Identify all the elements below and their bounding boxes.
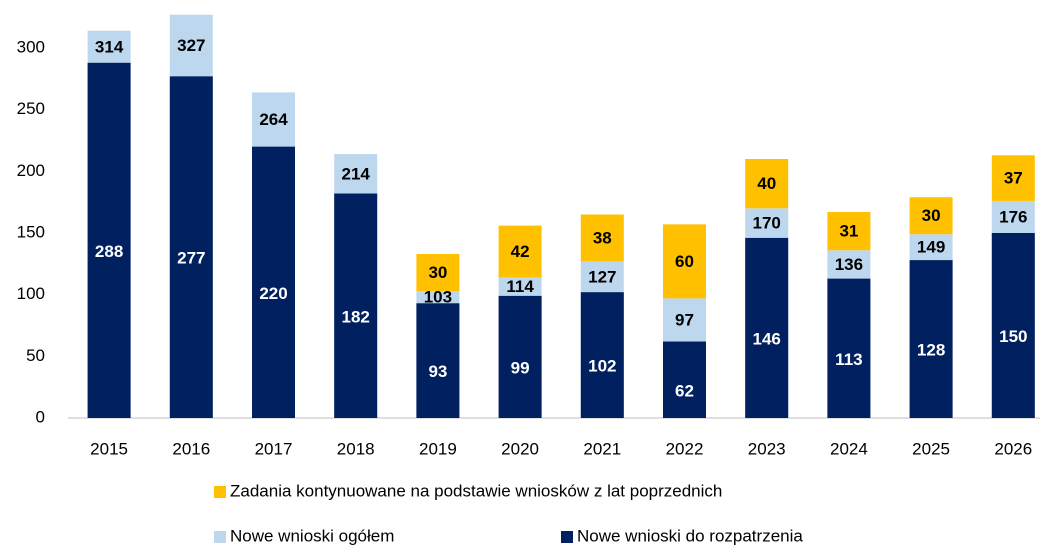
value-label: 30 bbox=[922, 206, 941, 225]
x-tick-label: 2023 bbox=[748, 439, 786, 458]
value-label: 127 bbox=[588, 267, 616, 286]
value-label: 264 bbox=[259, 110, 288, 129]
value-label: 113 bbox=[835, 350, 862, 369]
bar-new bbox=[745, 237, 789, 418]
bar-new bbox=[416, 303, 460, 418]
value-label: 99 bbox=[511, 358, 530, 377]
x-tick-label: 2015 bbox=[90, 439, 128, 458]
value-label: 327 bbox=[177, 36, 205, 55]
value-label: 30 bbox=[428, 263, 447, 282]
legend-label: Nowe wnioski do rozpatrzenia bbox=[577, 526, 803, 545]
x-tick-label: 2017 bbox=[255, 439, 293, 458]
bar-new bbox=[87, 62, 131, 419]
value-label: 103 bbox=[424, 288, 452, 307]
value-label: 38 bbox=[593, 228, 612, 247]
bar-new bbox=[909, 260, 953, 418]
y-tick-label: 100 bbox=[17, 284, 45, 303]
legend-label: Zadania kontynuowane na podstawie wniosk… bbox=[230, 481, 722, 500]
x-tick-label: 2024 bbox=[830, 439, 868, 458]
value-label: 62 bbox=[675, 381, 694, 400]
bar-continued bbox=[663, 224, 706, 299]
value-label: 31 bbox=[839, 222, 858, 241]
bar-new bbox=[827, 278, 871, 418]
value-label: 60 bbox=[675, 252, 694, 271]
bar-continued bbox=[909, 197, 953, 235]
x-tick-label: 2025 bbox=[912, 439, 950, 458]
value-label: 149 bbox=[917, 238, 945, 257]
y-tick-label: 50 bbox=[26, 346, 45, 365]
value-label: 220 bbox=[259, 284, 287, 303]
value-label: 314 bbox=[95, 37, 124, 56]
value-label: 136 bbox=[835, 255, 863, 274]
bar-continued bbox=[991, 155, 1035, 201]
x-tick-label: 2019 bbox=[419, 439, 457, 458]
bar-new bbox=[252, 146, 295, 418]
y-tick-label: 200 bbox=[17, 161, 45, 180]
legend-swatch bbox=[561, 531, 573, 543]
x-tick-label: 2022 bbox=[666, 439, 704, 458]
value-label: 277 bbox=[177, 249, 205, 268]
x-tick-label: 2020 bbox=[501, 439, 539, 458]
value-label: 42 bbox=[511, 242, 530, 261]
bar-continued bbox=[745, 159, 789, 209]
value-label: 128 bbox=[917, 341, 945, 360]
bar-continued bbox=[416, 253, 460, 291]
value-label: 176 bbox=[999, 207, 1027, 226]
legend-label: Nowe wnioski ogółem bbox=[230, 526, 394, 545]
value-label: 170 bbox=[753, 214, 781, 233]
bar-new bbox=[991, 233, 1035, 418]
x-tick-label: 2016 bbox=[172, 439, 210, 458]
value-label: 182 bbox=[342, 307, 370, 326]
value-label: 150 bbox=[999, 327, 1027, 346]
y-tick-label: 150 bbox=[17, 222, 45, 241]
value-label: 37 bbox=[1004, 169, 1023, 188]
bar-new bbox=[498, 295, 542, 418]
x-tick-label: 2021 bbox=[583, 439, 621, 458]
legend-swatch bbox=[214, 531, 226, 543]
bar-new bbox=[580, 292, 624, 418]
bar-new bbox=[334, 193, 378, 418]
value-label: 93 bbox=[428, 362, 447, 381]
y-tick-label: 0 bbox=[36, 407, 45, 426]
y-tick-label: 300 bbox=[17, 37, 45, 56]
y-tick-label: 250 bbox=[17, 99, 45, 118]
legend-swatch bbox=[214, 486, 226, 498]
value-label: 97 bbox=[675, 310, 694, 329]
value-label: 214 bbox=[342, 164, 371, 183]
value-label: 114 bbox=[506, 277, 534, 296]
x-tick-label: 2026 bbox=[994, 439, 1032, 458]
bar-new bbox=[663, 341, 706, 418]
value-label: 146 bbox=[753, 329, 781, 348]
value-label: 288 bbox=[95, 242, 123, 261]
value-label: 40 bbox=[757, 174, 776, 193]
bar-new bbox=[169, 76, 213, 418]
bar-continued bbox=[827, 212, 871, 251]
x-tick-label: 2018 bbox=[337, 439, 375, 458]
bar-continued bbox=[580, 214, 624, 262]
bar-continued bbox=[498, 225, 542, 278]
value-label: 102 bbox=[588, 357, 616, 376]
